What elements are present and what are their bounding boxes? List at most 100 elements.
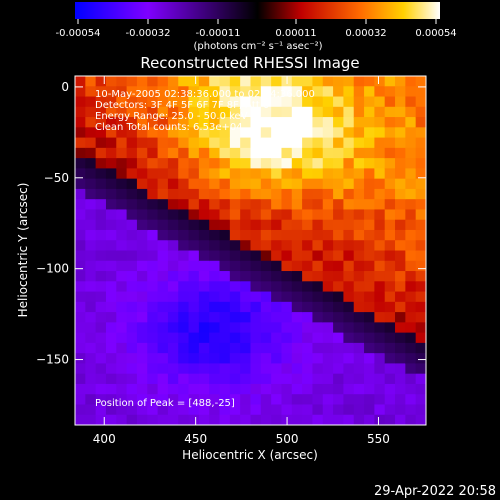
heatmap-cell [229, 76, 241, 87]
heatmap-cell [281, 332, 293, 344]
heatmap-cell [116, 414, 128, 425]
heatmap-cell [75, 188, 86, 200]
heatmap-cell [364, 86, 375, 98]
heatmap-cell [188, 373, 200, 385]
heatmap-cell [322, 373, 334, 385]
heatmap-cell [229, 250, 241, 262]
heatmap-cell [281, 322, 293, 334]
heatmap-cell [229, 271, 241, 282]
heatmap-cell [333, 229, 345, 241]
heatmap-cell [116, 199, 128, 211]
heatmap-cell [395, 117, 406, 128]
heatmap-cell [302, 404, 314, 416]
heatmap-cell [136, 281, 148, 293]
heatmap-cell [75, 291, 86, 303]
heatmap-cell [291, 281, 303, 293]
heatmap-cell [405, 260, 417, 272]
heatmap-cell [302, 363, 314, 375]
heatmap-cell [260, 188, 272, 200]
heatmap-cell [209, 168, 221, 180]
heatmap-cell [395, 322, 406, 334]
heatmap-cell [219, 209, 231, 221]
heatmap-cell [281, 229, 293, 241]
heatmap-cell [353, 137, 365, 149]
heatmap-cell [105, 240, 117, 252]
heatmap-cell [147, 353, 159, 365]
heatmap-cell [136, 332, 148, 344]
heatmap-cell [343, 301, 355, 313]
heatmap-cell [322, 414, 334, 425]
heatmap-cell [147, 322, 159, 334]
heatmap-cell [353, 86, 365, 98]
heatmap-cell [374, 394, 386, 406]
heatmap-cell [322, 332, 334, 344]
heatmap-cell [209, 414, 221, 425]
heatmap-cell [281, 168, 293, 180]
heatmap-cell [240, 260, 252, 272]
heatmap-cell [312, 127, 324, 139]
heatmap-cell [364, 168, 375, 180]
heatmap-cell [302, 373, 314, 385]
x-axis-label: Heliocentric X (arcsec) [182, 448, 318, 462]
heatmap-cell [85, 76, 97, 87]
heatmap-cell [219, 332, 231, 344]
heatmap-cell [188, 158, 200, 169]
heatmap-cell [291, 271, 303, 282]
heatmap-cell [312, 383, 324, 395]
heatmap-cell [95, 271, 107, 282]
heatmap-cell [219, 178, 231, 190]
heatmap-cell [302, 219, 314, 231]
heatmap-cell [188, 414, 200, 425]
heatmap-cell [353, 373, 365, 385]
heatmap-cell [116, 383, 128, 395]
heatmap-cell [322, 404, 334, 416]
heatmap-cell [353, 332, 365, 344]
heatmap-cell [85, 312, 97, 323]
heatmap-cell [95, 178, 107, 190]
heatmap-cell [219, 199, 231, 211]
heatmap-cell [188, 394, 200, 406]
heatmap-cell [405, 117, 417, 128]
heatmap-cell [353, 250, 365, 262]
heatmap-cell [229, 178, 241, 190]
heatmap-cell [167, 240, 179, 252]
heatmap-cell [395, 178, 406, 190]
heatmap-cell [147, 342, 159, 354]
heatmap-cell [116, 353, 128, 365]
heatmap-cell [322, 260, 334, 272]
heatmap-cell [322, 209, 334, 221]
colorbar-tick-label: -0.00032 [126, 28, 171, 39]
heatmap-cell [240, 188, 252, 200]
heatmap-cell [250, 322, 262, 334]
heatmap-cell [198, 137, 210, 149]
heatmap-cell [95, 219, 107, 231]
heatmap-cell [105, 229, 117, 241]
heatmap-cell [116, 291, 128, 303]
heatmap-cell [85, 260, 97, 272]
heatmap-cell [415, 209, 426, 221]
heatmap-cell [188, 363, 200, 375]
footer-date: 29-Apr-2022 20:58 [374, 484, 496, 499]
heatmap-cell [209, 363, 221, 375]
heatmap-cell [343, 353, 355, 365]
heatmap-cell [198, 158, 210, 169]
heatmap-cell [291, 137, 303, 149]
heatmap-cell [260, 158, 272, 169]
heatmap-cell [322, 219, 334, 231]
heatmap-cell [353, 158, 365, 169]
heatmap-cell [95, 332, 107, 344]
heatmap-cell [322, 229, 334, 241]
heatmap-cell [75, 250, 86, 262]
heatmap-cell [240, 250, 252, 262]
heatmap-cell [395, 168, 406, 180]
heatmap-cell [271, 281, 283, 293]
heatmap-cell [167, 209, 179, 221]
heatmap-cell [198, 394, 210, 406]
heatmap-cell [167, 117, 179, 128]
heatmap-cell [126, 332, 138, 344]
heatmap-cell [312, 342, 324, 354]
heatmap-cell [353, 147, 365, 159]
heatmap-cell [147, 106, 159, 118]
heatmap-cell [271, 106, 283, 118]
colorbar-tick-label: 0.00032 [345, 28, 386, 39]
